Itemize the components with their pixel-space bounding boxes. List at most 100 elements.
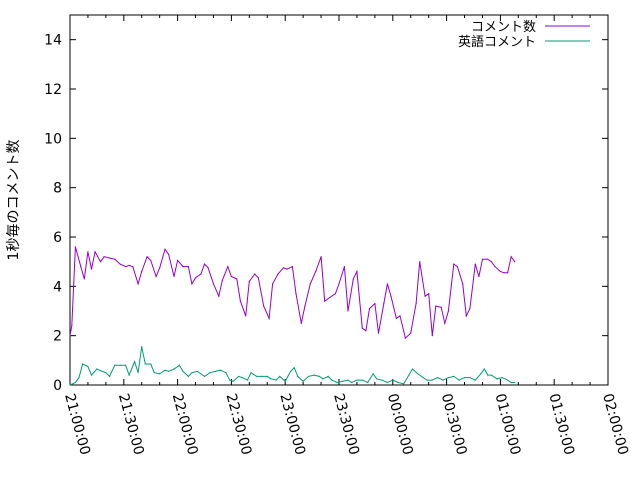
data-point [386,381,389,384]
data-point [105,372,107,374]
data-point [124,266,127,268]
data-point [209,372,211,374]
x-tick-label: 01:00:00 [492,392,524,457]
data-point [395,317,397,319]
data-point [444,322,446,324]
data-point [114,258,116,260]
data-point [124,364,127,366]
data-point [69,384,71,386]
data-point [361,327,363,329]
data-point [453,375,455,377]
data-point [415,303,417,305]
data-point [203,375,206,377]
data-point [410,332,412,334]
data-point [248,280,250,282]
data-point [153,372,155,374]
data-point [270,378,272,380]
data-point [458,379,460,381]
data-point [263,305,265,307]
data-point [510,381,512,384]
data-point [307,375,310,377]
data-point [74,381,76,384]
data-point [284,380,286,382]
data-point [480,373,482,375]
data-point [178,364,180,366]
data-point [177,259,179,262]
data-point [372,373,374,375]
data-point [368,307,371,310]
data-point [417,373,419,375]
data-point [341,380,344,382]
data-point [78,377,80,379]
data-point [347,310,349,312]
data-point [239,300,241,302]
data-point [159,267,161,269]
data-point [83,278,85,280]
data-point [220,369,222,371]
series-layer [69,246,516,386]
data-point [352,278,354,280]
data-point [469,307,471,310]
data-point [155,275,157,278]
data-point [503,272,505,274]
data-point [230,275,232,278]
data-point [87,365,89,368]
data-point [214,370,216,373]
data-point [431,335,433,337]
data-point [182,266,184,268]
data-point [506,272,509,274]
data-point [428,293,430,295]
data-point [87,251,89,253]
y-axis-label: 1秒毎のコメント数 [6,140,22,261]
y-tick-label: 2 [53,329,62,345]
data-point [286,268,288,270]
data-point [146,256,148,258]
y-axis: 0 2 4 6 8 10 12 14 [44,33,608,394]
data-point [279,375,281,377]
data-point [510,256,512,258]
data-point [128,374,130,376]
data-point [254,273,256,275]
data-point [114,364,116,366]
data-point [300,322,302,324]
data-point [108,257,111,259]
data-point [392,379,394,381]
y-tick-label: 10 [44,131,62,147]
data-point [347,379,349,381]
data-point [447,310,449,312]
data-point [293,367,295,369]
data-point [203,263,206,265]
data-point [99,261,102,263]
x-tick-label: 02:00:00 [599,392,631,457]
data-point [144,363,146,365]
data-point [334,293,337,295]
y-tick-label: 6 [53,230,62,246]
y-tick-label: 12 [44,82,62,98]
data-point [514,381,516,384]
data-point [322,378,324,380]
x-axis: 21:00:00 21:30:00 22:00:00 22:30:00 23:00:00… [61,15,631,457]
data-point [194,277,197,279]
data-point [291,266,293,268]
data-point [277,273,279,275]
data-point [69,335,71,337]
data-point [191,372,193,374]
data-point [377,332,380,334]
data-point [266,375,268,377]
data-point [478,275,480,278]
data-point [282,267,285,269]
data-point [74,246,76,248]
data-point [212,283,215,285]
data-point [447,377,449,379]
data-point [350,381,353,384]
data-point [200,273,202,275]
data-point [474,379,476,381]
data-point [365,330,367,332]
data-point [229,379,231,381]
data-point [232,380,234,382]
data-point [304,305,306,307]
data-point [295,293,297,295]
data-point [94,251,96,253]
data-point [132,266,134,268]
